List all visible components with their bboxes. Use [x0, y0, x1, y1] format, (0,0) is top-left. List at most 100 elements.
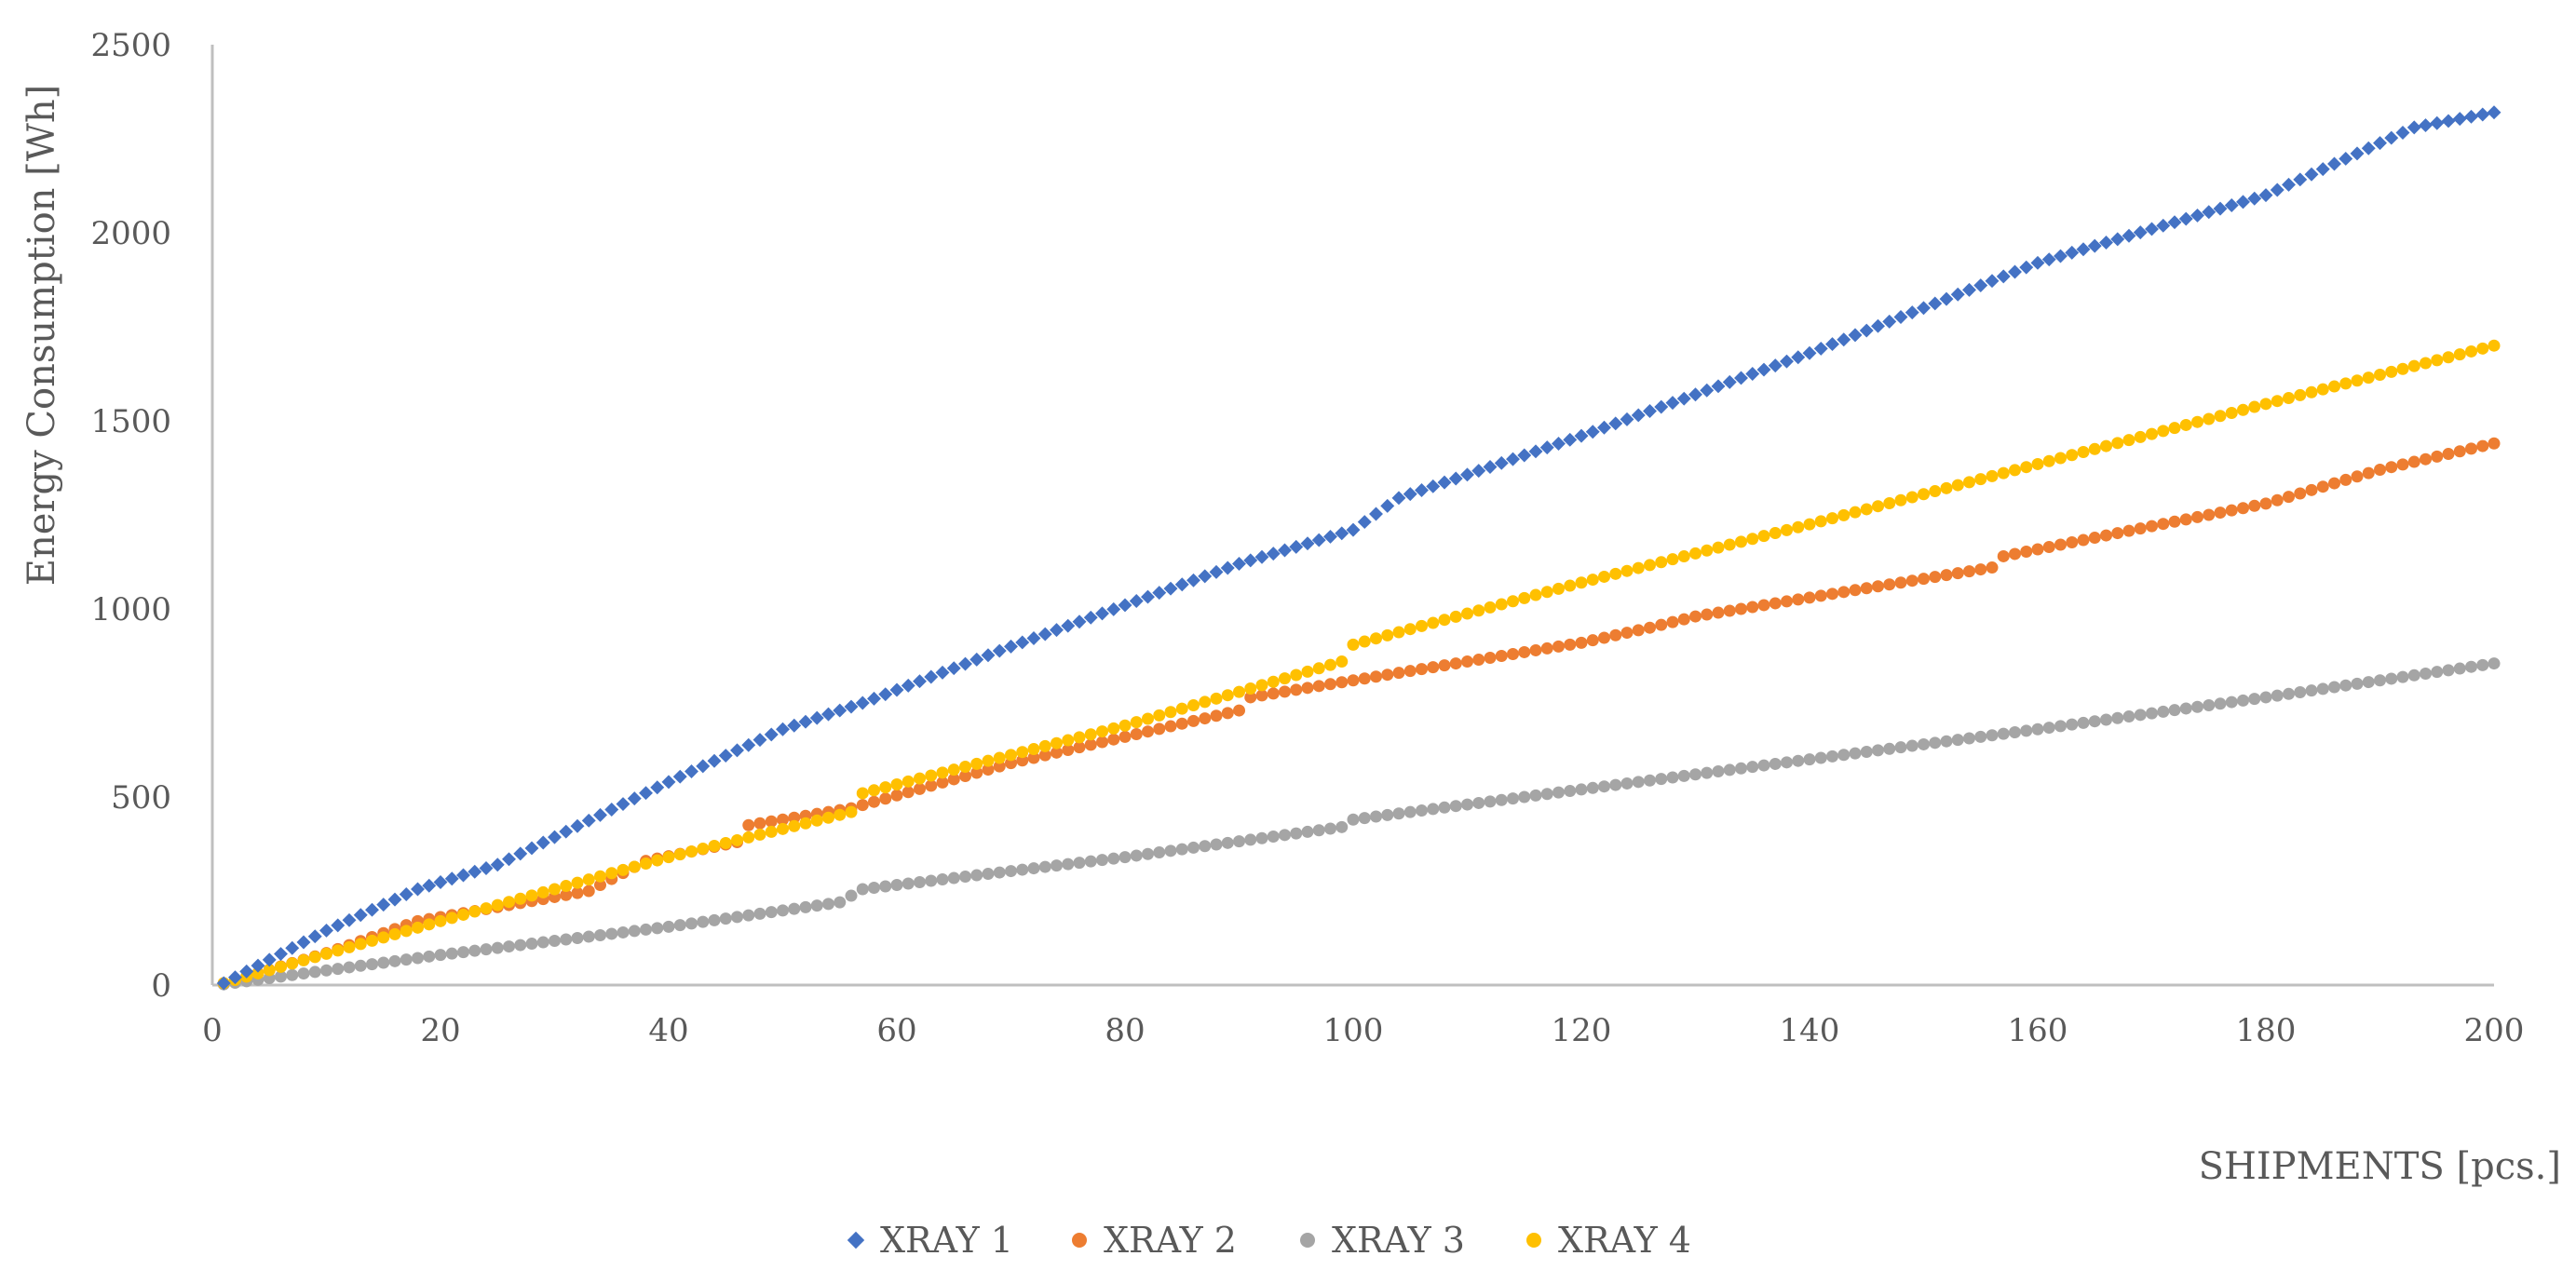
data-point [697, 915, 710, 928]
data-point [1962, 282, 1976, 297]
data-point [731, 911, 743, 924]
data-point [1381, 628, 1394, 642]
data-point [2420, 452, 2432, 466]
data-point [1803, 518, 1816, 531]
data-point [2442, 351, 2455, 364]
data-point [1723, 763, 1736, 777]
data-point [286, 957, 299, 970]
x-tick-label: 0 [202, 1012, 223, 1049]
data-point [2305, 385, 2318, 398]
data-point [1119, 730, 1132, 743]
data-point [1472, 796, 1485, 809]
data-point [982, 763, 995, 777]
data-point [2271, 395, 2284, 408]
data-point [1198, 569, 1213, 584]
data-point [560, 888, 573, 901]
data-point [708, 840, 721, 853]
data-point [1951, 479, 1964, 492]
data-point [434, 914, 447, 927]
data-point [445, 947, 458, 960]
data-point [331, 918, 346, 933]
data-point [1507, 595, 1519, 608]
data-point [2225, 696, 2238, 709]
data-point [1586, 574, 1599, 587]
data-point [1575, 636, 1588, 649]
data-point [1471, 464, 1486, 479]
data-point [2452, 112, 2467, 127]
data-point [1426, 479, 1441, 493]
data-point [1416, 804, 1428, 817]
data-point [456, 868, 470, 883]
data-point [1860, 746, 1873, 759]
data-point [902, 877, 915, 890]
data-point [1803, 753, 1816, 766]
data-point [2100, 439, 2112, 452]
data-point [1528, 444, 1543, 459]
data-point [1893, 310, 1908, 324]
data-point [536, 885, 549, 898]
data-point [457, 908, 469, 921]
data-point [1951, 567, 1964, 580]
data-point [1506, 452, 1520, 466]
data-point [787, 718, 802, 733]
data-point [879, 880, 892, 893]
data-point [924, 669, 939, 684]
data-point [2248, 693, 2261, 706]
data-point [2327, 156, 2341, 171]
data-point [2283, 491, 2295, 504]
data-point [833, 703, 847, 718]
data-point [1575, 783, 1588, 796]
data-point [1735, 535, 1747, 548]
data-point [1745, 367, 1760, 381]
data-point [662, 920, 675, 933]
data-point [2087, 238, 2102, 253]
data-point [2009, 464, 2021, 477]
data-point [549, 883, 561, 896]
data-point [1289, 539, 1304, 554]
data-point [490, 858, 505, 872]
data-point [1199, 840, 1212, 853]
data-point [1130, 728, 1143, 741]
data-point [1586, 781, 1599, 794]
data-point [2488, 339, 2501, 352]
data-point [422, 878, 437, 893]
data-point [2167, 215, 2182, 230]
legend-marker [847, 1231, 865, 1249]
data-point [1301, 825, 1314, 838]
data-point [1403, 665, 1417, 678]
data-point [285, 940, 300, 955]
data-point [2476, 658, 2489, 671]
data-point [890, 879, 903, 892]
data-point [525, 889, 538, 902]
data-point [2042, 722, 2055, 735]
data-point [251, 958, 265, 973]
data-point [2100, 713, 2112, 726]
data-point [2236, 195, 2250, 209]
data-point [2122, 434, 2135, 447]
data-point [1460, 467, 1474, 482]
data-point [2179, 418, 2192, 431]
data-point [216, 976, 231, 991]
data-point [925, 779, 938, 792]
data-point [914, 782, 926, 795]
data-point [856, 787, 869, 800]
data-point [1427, 661, 1440, 674]
data-point [1174, 577, 1189, 592]
data-point [2431, 666, 2444, 679]
data-point [1164, 720, 1177, 733]
data-point [2088, 715, 2101, 728]
data-point [993, 760, 1006, 773]
data-point [1712, 606, 1725, 619]
series-1 [216, 105, 2501, 991]
data-point [718, 749, 733, 763]
data-point [365, 902, 379, 917]
data-point [868, 795, 880, 808]
data-point [2191, 510, 2203, 523]
data-point [1335, 820, 1349, 833]
data-point [1062, 734, 1075, 747]
data-point [661, 775, 676, 790]
data-point [1905, 305, 1919, 320]
data-point [673, 919, 686, 932]
data-point [1917, 301, 1931, 316]
data-point [1279, 829, 1291, 842]
